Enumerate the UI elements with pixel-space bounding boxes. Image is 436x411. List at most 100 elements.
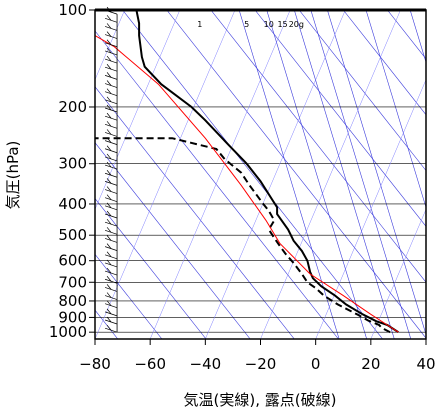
profile-lines [95, 10, 399, 334]
profile-line-3 [95, 35, 399, 333]
wind-barb-flag [106, 210, 112, 217]
blue-guide-line [387, 10, 426, 60]
wind-barb-flag [106, 39, 112, 45]
x-tick-label: −60 [134, 355, 166, 373]
plot-frame [94, 9, 427, 340]
isotherm-line [149, 10, 291, 339]
wind-barb-flag [106, 284, 112, 290]
wind-barb-flag [106, 251, 112, 257]
blue-guide-line [166, 10, 426, 339]
wind-barb-flag [106, 300, 112, 306]
wind-barb-flag [106, 23, 112, 29]
mixing-ratio-label: 20g [289, 20, 304, 29]
x-tick-label: −20 [245, 355, 277, 373]
mixing-ratio-label: 1 [197, 20, 202, 29]
y-tick-label: 800 [58, 292, 87, 310]
y-tick-label: 900 [58, 308, 87, 326]
mixing-ratio-labels: 1 5 10 15 20g [197, 20, 304, 29]
wind-barb-flag [106, 55, 112, 62]
wind-barb-flag [106, 324, 112, 331]
wind-barb-flag [106, 235, 112, 241]
wind-barb-flag [106, 129, 112, 135]
blue-guide-line [432, 10, 436, 339]
wind-barb-flag [106, 88, 112, 94]
wind-barb-flag [106, 308, 112, 315]
wind-barb-flag [106, 96, 112, 103]
y-tick-label: 200 [58, 98, 87, 116]
blue-guide-lines [95, 10, 436, 339]
y-tick-label: 600 [58, 252, 87, 270]
blue-guide-line [95, 197, 207, 339]
x-tick-label: −40 [190, 355, 222, 373]
isotherm-line [370, 208, 426, 339]
blue-guide-line [343, 10, 426, 116]
wind-barb-flag [106, 80, 112, 86]
blue-guide-line [95, 30, 339, 339]
isotherm-line [205, 10, 346, 339]
blue-guide-line [95, 86, 295, 339]
mixing-ratio-label: 15 [277, 20, 287, 29]
blue-guide-line [365, 10, 426, 209]
blue-guide-line [293, 10, 395, 339]
wind-barb-flag [106, 121, 112, 127]
wind-barb-flag [106, 194, 112, 200]
x-tick-label: 20 [361, 355, 380, 373]
mixing-ratio-label: 5 [244, 20, 249, 29]
y-tick-label: 700 [58, 273, 87, 291]
wind-barb-flag [106, 145, 112, 151]
wind-barb-flag [106, 186, 112, 192]
blue-guide-line [95, 142, 251, 339]
y-axis-title: 気圧(hPa) [4, 141, 22, 210]
x-axis-ticks: −80 −60 −40 −20 0 20 40 [79, 339, 436, 373]
profile-line-2 [95, 137, 391, 334]
blue-guide-line [210, 10, 426, 283]
wind-barb-flag [106, 31, 112, 37]
wind-barb-flag [106, 161, 112, 168]
blue-guide-line [266, 10, 367, 339]
y-tick-label: 1000 [49, 323, 87, 341]
isotherm-line [95, 10, 125, 81]
wind-barb-flag [106, 153, 112, 160]
wind-barb-flag [106, 47, 112, 54]
y-tick-label: 100 [58, 1, 87, 19]
wind-barb [104, 123, 118, 129]
blue-guide-line [238, 10, 340, 339]
wind-barb-flag [106, 112, 112, 119]
x-tick-label: 0 [311, 355, 321, 373]
wind-barb-flag [106, 316, 112, 323]
wind-barb-flag [106, 64, 112, 70]
x-tick-label: 40 [416, 355, 435, 373]
wind-barb-flag [106, 202, 112, 209]
blue-guide-line [298, 10, 426, 172]
isotherm-line [95, 10, 236, 339]
isotherm-line [425, 338, 426, 339]
wind-barbs [104, 6, 118, 333]
isotherm-line [260, 10, 401, 339]
blue-guide-line [122, 10, 383, 339]
x-axis-title: 気温(実線), 露点(破線) [184, 391, 337, 409]
wind-barb-flag [106, 178, 112, 184]
wind-barb-flag [106, 243, 112, 249]
wind-barb-flag [106, 259, 112, 266]
blue-guide-line [327, 10, 426, 336]
blue-guide-line [409, 10, 426, 64]
x-tick-label: −80 [79, 355, 111, 373]
wind-barb-flag [106, 72, 112, 78]
y-tick-label: 300 [58, 155, 87, 173]
wind-barb-flag [106, 267, 112, 274]
blue-guide-line [254, 10, 426, 227]
wind-barb-flag [106, 15, 112, 21]
wind-barb-flag [106, 276, 112, 282]
wind-barb-flag [106, 170, 112, 176]
y-tick-label: 400 [58, 195, 87, 213]
mixing-ratio-label: 10 [264, 20, 274, 29]
y-tick-label: 500 [58, 226, 87, 244]
wind-barb-flag [106, 137, 112, 143]
wind-barb-flag [106, 104, 112, 111]
profile-line-1 [135, 10, 399, 334]
wind-barb-flag [106, 218, 112, 225]
isotherm-line [315, 79, 426, 339]
wind-barb-flag [106, 227, 112, 233]
